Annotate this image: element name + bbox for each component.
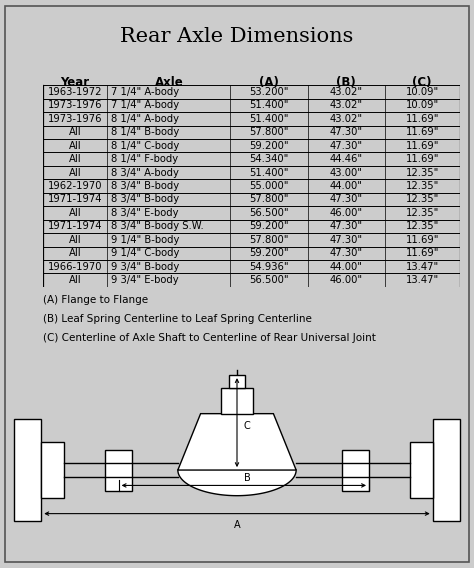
Text: 1973-1976: 1973-1976: [48, 101, 102, 110]
Text: 51.400": 51.400": [249, 114, 289, 124]
Text: 12.35": 12.35": [406, 181, 439, 191]
Text: All: All: [69, 127, 82, 137]
Text: 43.02": 43.02": [329, 101, 363, 110]
Text: 1966-1970: 1966-1970: [48, 262, 102, 272]
Text: 59.200": 59.200": [249, 248, 289, 258]
Text: 47.30": 47.30": [329, 248, 363, 258]
Text: All: All: [69, 141, 82, 151]
Text: Year: Year: [60, 77, 90, 89]
Bar: [221, 388, 253, 414]
Text: Axle: Axle: [155, 77, 183, 89]
Bar: [229, 375, 245, 388]
Text: 56.500": 56.500": [249, 275, 289, 285]
Text: 12.35": 12.35": [406, 194, 439, 204]
Polygon shape: [178, 414, 296, 470]
Text: 13.47": 13.47": [406, 275, 439, 285]
Text: 43.02": 43.02": [329, 114, 363, 124]
Text: 9 1/4" B-body: 9 1/4" B-body: [111, 235, 180, 245]
Text: 54.936": 54.936": [249, 262, 289, 272]
Text: 8 3/4" B-body: 8 3/4" B-body: [111, 194, 180, 204]
Text: 10.09": 10.09": [406, 101, 439, 110]
Text: 11.69": 11.69": [405, 114, 439, 124]
Text: All: All: [69, 208, 82, 218]
Bar: [14, 419, 41, 521]
Text: 47.30": 47.30": [329, 194, 363, 204]
Text: 11.69": 11.69": [405, 127, 439, 137]
Text: 57.800": 57.800": [249, 235, 289, 245]
Text: (B): (B): [336, 77, 356, 89]
Bar: [105, 449, 132, 491]
Text: (B) Leaf Spring Centerline to Leaf Spring Centerline: (B) Leaf Spring Centerline to Leaf Sprin…: [43, 314, 311, 324]
Text: 11.69": 11.69": [405, 141, 439, 151]
Text: 44.00": 44.00": [329, 262, 363, 272]
Text: (C) Centerline of Axle Shaft to Centerline of Rear Universal Joint: (C) Centerline of Axle Shaft to Centerli…: [43, 333, 375, 343]
Text: All: All: [69, 275, 82, 285]
Text: 13.47": 13.47": [406, 262, 439, 272]
Text: 8 1/4" C-body: 8 1/4" C-body: [111, 141, 180, 151]
Text: A: A: [234, 520, 240, 530]
Text: 43.00": 43.00": [329, 168, 363, 178]
Text: 57.800": 57.800": [249, 127, 289, 137]
Text: 46.00": 46.00": [329, 208, 363, 218]
Text: 46.00": 46.00": [329, 275, 363, 285]
Text: 1962-1970: 1962-1970: [48, 181, 102, 191]
Text: 8 3/4" E-body: 8 3/4" E-body: [111, 208, 179, 218]
Text: All: All: [69, 168, 82, 178]
Text: 43.02": 43.02": [329, 87, 363, 97]
Text: 54.340": 54.340": [249, 154, 289, 164]
Text: 8 1/4" F-body: 8 1/4" F-body: [111, 154, 179, 164]
Text: 47.30": 47.30": [329, 222, 363, 231]
Text: 44.46": 44.46": [329, 154, 363, 164]
Text: 10.09": 10.09": [406, 87, 439, 97]
Text: 55.000": 55.000": [249, 181, 289, 191]
Text: 11.69": 11.69": [405, 154, 439, 164]
Text: 8 3/4" B-body S.W.: 8 3/4" B-body S.W.: [111, 222, 204, 231]
Text: B: B: [244, 473, 251, 483]
Text: 56.500": 56.500": [249, 208, 289, 218]
Text: 12.35": 12.35": [406, 222, 439, 231]
Bar: [342, 449, 369, 491]
Text: 12.35": 12.35": [406, 168, 439, 178]
Text: 44.00": 44.00": [329, 181, 363, 191]
Text: 1971-1974: 1971-1974: [48, 194, 102, 204]
Text: 9 3/4" E-body: 9 3/4" E-body: [111, 275, 179, 285]
Text: 9 1/4" C-body: 9 1/4" C-body: [111, 248, 180, 258]
Text: 51.400": 51.400": [249, 168, 289, 178]
Text: 1963-1972: 1963-1972: [48, 87, 102, 97]
Text: 47.30": 47.30": [329, 235, 363, 245]
Text: 8 3/4" B-body: 8 3/4" B-body: [111, 181, 180, 191]
Text: 7 1/4" A-body: 7 1/4" A-body: [111, 87, 180, 97]
Text: 8 3/4" A-body: 8 3/4" A-body: [111, 168, 179, 178]
Text: 47.30": 47.30": [329, 141, 363, 151]
Text: 59.200": 59.200": [249, 141, 289, 151]
Text: All: All: [69, 154, 82, 164]
Text: 9 3/4" B-body: 9 3/4" B-body: [111, 262, 180, 272]
Text: 53.200": 53.200": [249, 87, 289, 97]
Text: 8 1/4" B-body: 8 1/4" B-body: [111, 127, 180, 137]
Text: 47.30": 47.30": [329, 127, 363, 137]
Bar: [41, 442, 64, 498]
Text: All: All: [69, 235, 82, 245]
Text: All: All: [69, 248, 82, 258]
Polygon shape: [178, 470, 296, 496]
Text: 51.400": 51.400": [249, 101, 289, 110]
Text: 11.69": 11.69": [405, 248, 439, 258]
Text: 11.69": 11.69": [405, 235, 439, 245]
Text: 1973-1976: 1973-1976: [48, 114, 102, 124]
Text: 8 1/4" A-body: 8 1/4" A-body: [111, 114, 180, 124]
Text: C: C: [244, 421, 251, 432]
Text: 12.35": 12.35": [406, 208, 439, 218]
Bar: [433, 419, 460, 521]
Bar: [410, 442, 433, 498]
Text: 57.800": 57.800": [249, 194, 289, 204]
Text: 1971-1974: 1971-1974: [48, 222, 102, 231]
Text: (A) Flange to Flange: (A) Flange to Flange: [43, 295, 148, 306]
Text: 7 1/4" A-body: 7 1/4" A-body: [111, 101, 180, 110]
Text: (A): (A): [259, 77, 279, 89]
Text: (C): (C): [412, 77, 432, 89]
Text: Rear Axle Dimensions: Rear Axle Dimensions: [120, 27, 354, 47]
Text: 59.200": 59.200": [249, 222, 289, 231]
